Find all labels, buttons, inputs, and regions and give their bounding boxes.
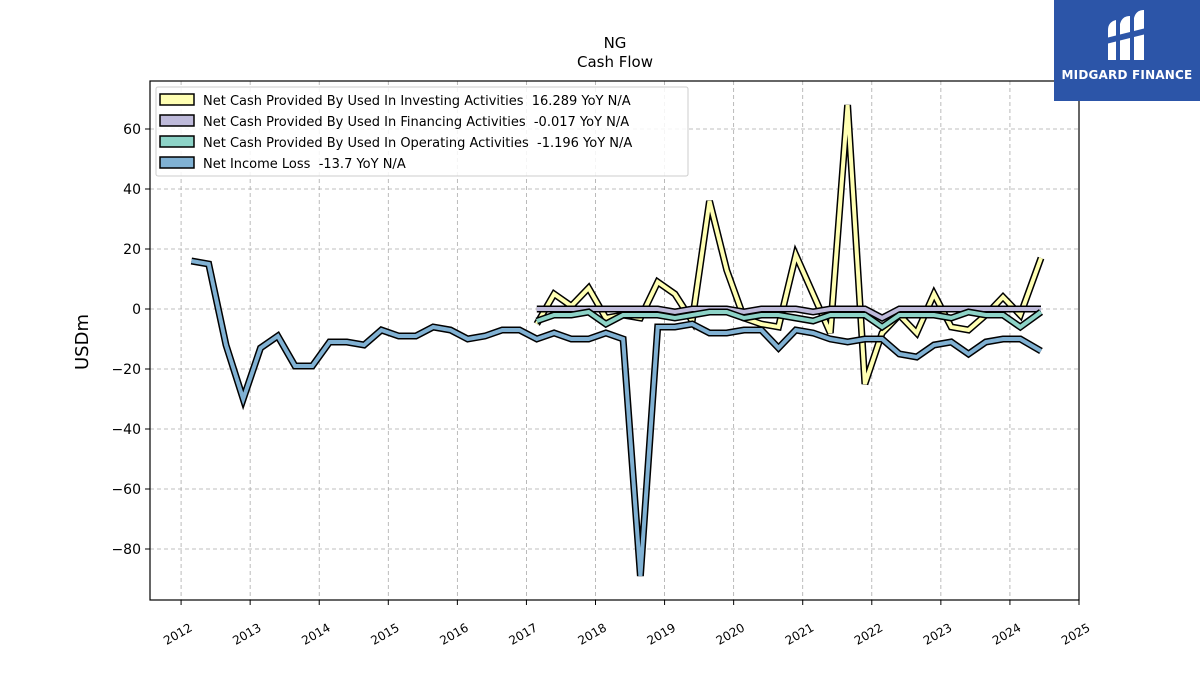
chart-subtitle: Cash Flow (577, 53, 653, 71)
x-tick-label: 2015 (368, 620, 401, 647)
legend-label-financing: Net Cash Provided By Used In Financing A… (203, 115, 629, 130)
legend: Net Cash Provided By Used In Investing A… (155, 86, 689, 177)
series-line (191, 259, 1043, 577)
x-tick-label: 2023 (921, 620, 954, 647)
legend-label-operating: Net Cash Provided By Used In Operating A… (203, 136, 632, 151)
legend-label-investing: Net Cash Provided By Used In Investing A… (203, 94, 631, 109)
y-tick-label: −60 (111, 482, 141, 498)
y-axis-ticks: 60 40 20 0 −20 −40 −60 −80 (111, 122, 150, 558)
legend-swatch-operating (159, 135, 195, 148)
legend-swatch-net-income (159, 156, 195, 169)
plot-frame (149, 80, 1080, 601)
x-tick-label: 2016 (437, 620, 470, 647)
legend-box (155, 86, 689, 177)
x-tick-label: 2020 (714, 620, 747, 647)
y-tick-label: 60 (123, 122, 141, 138)
x-axis-ticks: 2012 2013 2014 2015 2016 2017 2018 2019 2020 2021… (161, 600, 1093, 648)
y-axis-label: USDm (72, 314, 93, 370)
x-tick-label: 2019 (645, 620, 678, 647)
y-tick-label: −40 (111, 422, 141, 438)
series-1 (536, 305, 1041, 322)
midgard-logo-icon (1106, 10, 1146, 60)
legend-swatch-financing (159, 114, 195, 127)
logo-text: MIDGARD FINANCE (1061, 68, 1193, 82)
x-tick-label: 2025 (1059, 620, 1092, 647)
x-tick-label: 2017 (506, 620, 539, 647)
series-3 (190, 257, 1043, 577)
x-tick-label: 2024 (990, 620, 1023, 647)
y-tick-label: 20 (123, 242, 141, 258)
series-2 (535, 308, 1044, 332)
y-tick-label: 0 (132, 302, 141, 318)
midgard-finance-logo: MIDGARD FINANCE (1054, 0, 1200, 101)
x-tick-label: 2012 (161, 620, 194, 647)
legend-label-net-income: Net Income Loss -13.7 YoY N/A (203, 157, 406, 172)
legend-swatch-investing (159, 93, 195, 106)
x-tick-label: 2022 (852, 620, 885, 647)
series-lines (190, 104, 1045, 577)
x-tick-label: 2014 (299, 620, 332, 647)
y-tick-label: −80 (111, 542, 141, 558)
y-tick-label: 40 (123, 182, 141, 198)
chart-title: NG (604, 34, 627, 52)
y-tick-label: −20 (111, 362, 141, 378)
series-line (536, 309, 1043, 330)
series-line (536, 307, 1041, 321)
x-tick-label: 2013 (230, 620, 263, 647)
x-tick-label: 2018 (576, 620, 609, 647)
x-tick-label: 2021 (783, 620, 816, 647)
